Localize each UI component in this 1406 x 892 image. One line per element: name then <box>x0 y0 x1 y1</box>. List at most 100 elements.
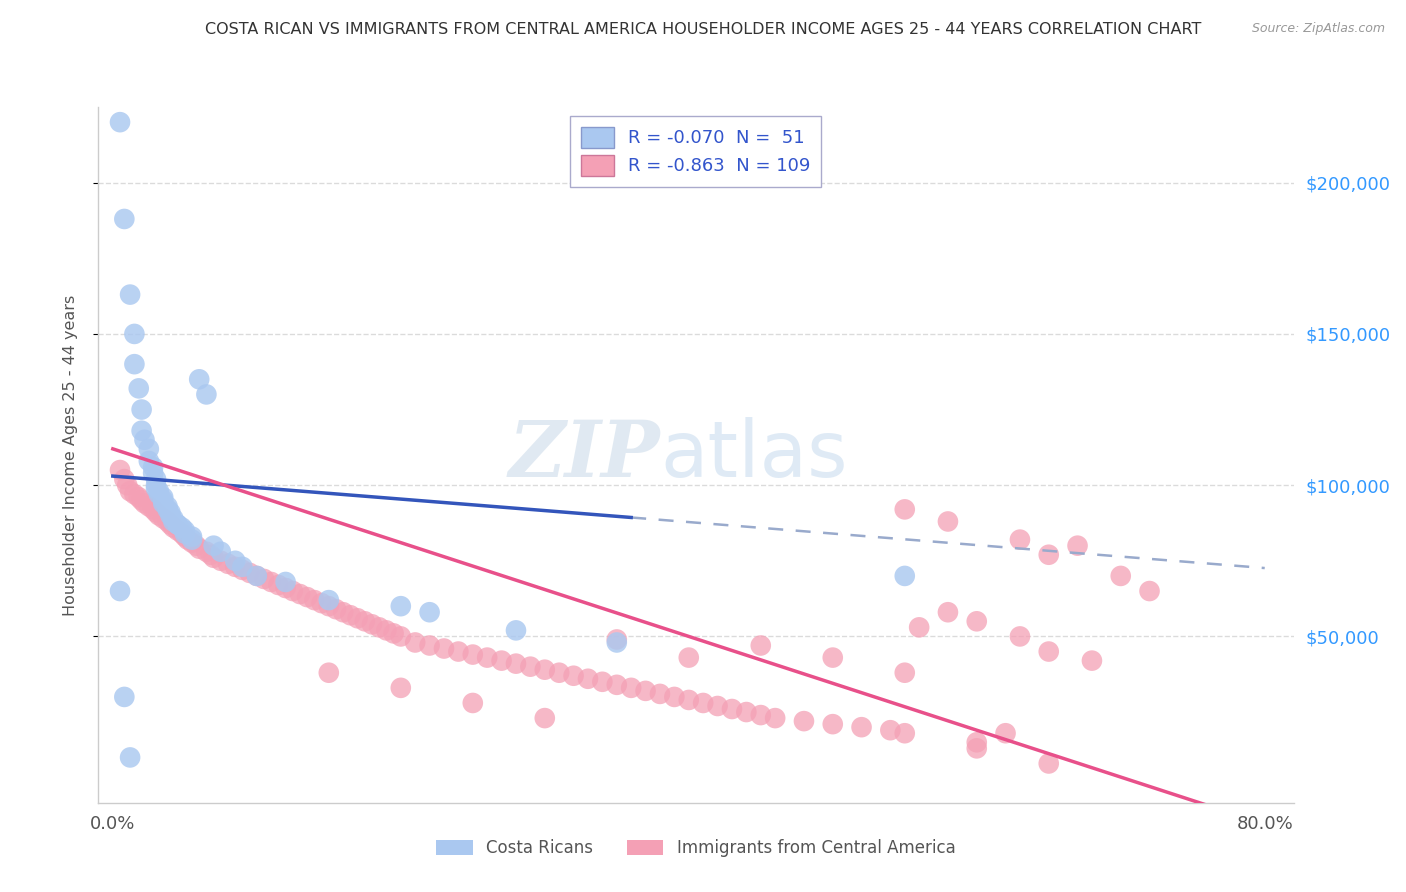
Point <box>120 287 142 301</box>
Point <box>173 526 195 541</box>
Point <box>131 402 153 417</box>
Point <box>461 696 484 710</box>
Point <box>461 648 484 662</box>
Point <box>763 711 786 725</box>
Point <box>186 539 208 553</box>
Point <box>108 584 131 599</box>
Point <box>115 478 138 492</box>
Point <box>994 726 1017 740</box>
Point <box>606 678 628 692</box>
Point <box>128 381 150 395</box>
Point <box>138 500 160 514</box>
Point <box>148 508 170 523</box>
Point <box>893 569 915 583</box>
Point <box>749 639 772 653</box>
Point <box>821 717 844 731</box>
Point <box>304 593 326 607</box>
Point <box>389 629 412 643</box>
Point <box>159 517 181 532</box>
Text: Source: ZipAtlas.com: Source: ZipAtlas.com <box>1251 22 1385 36</box>
Point <box>131 424 153 438</box>
Point <box>620 681 643 695</box>
Point <box>170 526 193 541</box>
Point <box>145 478 167 492</box>
Point <box>339 608 361 623</box>
Point <box>368 620 391 634</box>
Point <box>239 566 262 580</box>
Point <box>851 720 873 734</box>
Point <box>648 687 671 701</box>
Point <box>318 593 340 607</box>
Point <box>188 541 211 556</box>
Point <box>1038 644 1060 658</box>
Point <box>224 554 246 568</box>
Point <box>148 487 170 501</box>
Point <box>152 490 174 504</box>
Point <box>124 357 146 371</box>
Point <box>1139 584 1161 599</box>
Point <box>246 569 269 583</box>
Point <box>209 545 232 559</box>
Point <box>1066 539 1088 553</box>
Point <box>606 635 628 649</box>
Point <box>634 684 657 698</box>
Y-axis label: Householder Income Ages 25 - 44 years: Householder Income Ages 25 - 44 years <box>63 294 77 615</box>
Point <box>134 496 156 510</box>
Point <box>120 750 142 764</box>
Point <box>562 669 585 683</box>
Point <box>176 533 198 547</box>
Point <box>591 674 613 689</box>
Point <box>908 620 931 634</box>
Point <box>1008 533 1031 547</box>
Point <box>793 714 815 728</box>
Point <box>156 515 179 529</box>
Point <box>112 690 135 704</box>
Point <box>156 500 179 514</box>
Point <box>112 472 135 486</box>
Point <box>353 615 375 629</box>
Point <box>389 599 412 614</box>
Point <box>159 505 181 519</box>
Point <box>375 624 398 638</box>
Point <box>142 460 165 475</box>
Point <box>893 502 915 516</box>
Point <box>893 726 915 740</box>
Point <box>749 708 772 723</box>
Point <box>664 690 686 704</box>
Point <box>447 644 470 658</box>
Point <box>332 605 354 619</box>
Point <box>224 559 246 574</box>
Point <box>162 511 184 525</box>
Point <box>128 490 150 504</box>
Point <box>138 454 160 468</box>
Point <box>162 515 184 529</box>
Point <box>166 517 188 532</box>
Point <box>419 605 441 619</box>
Point <box>295 590 318 604</box>
Point <box>966 741 988 756</box>
Point <box>346 611 368 625</box>
Point <box>195 545 218 559</box>
Point <box>325 602 347 616</box>
Point <box>124 326 146 341</box>
Point <box>166 517 188 532</box>
Point <box>382 626 405 640</box>
Point <box>166 524 188 538</box>
Point <box>721 702 744 716</box>
Point <box>505 624 527 638</box>
Point <box>966 615 988 629</box>
Point <box>491 654 513 668</box>
Point <box>152 493 174 508</box>
Point <box>1038 756 1060 771</box>
Point <box>936 605 959 619</box>
Point <box>246 569 269 583</box>
Point <box>202 539 225 553</box>
Point <box>318 599 340 614</box>
Point <box>181 530 204 544</box>
Point <box>120 484 142 499</box>
Point <box>202 550 225 565</box>
Point <box>505 657 527 671</box>
Point <box>173 530 195 544</box>
Point <box>893 665 915 680</box>
Point <box>181 535 204 549</box>
